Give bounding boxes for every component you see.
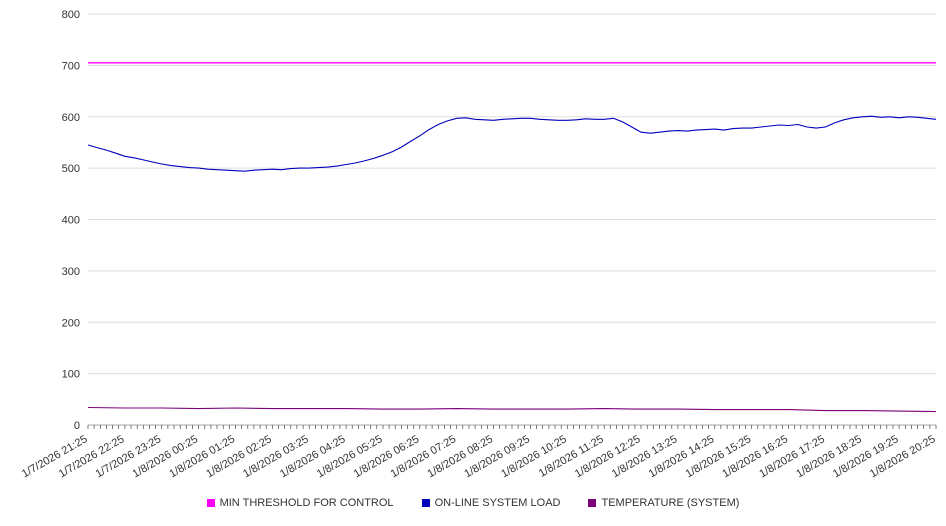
legend-label-system-load: ON-LINE SYSTEM LOAD	[434, 497, 561, 509]
y-axis-tick-label: 200	[62, 317, 80, 329]
y-axis-tick-label: 400	[62, 215, 80, 227]
y-axis-tick-label: 0	[74, 420, 80, 432]
legend-item-system-load: ON-LINE SYSTEM LOAD	[421, 497, 561, 509]
legend-label-temperature: TEMPERATURE (SYSTEM)	[601, 497, 740, 509]
temperature-swatch-icon	[588, 499, 597, 507]
chart-legend: MIN THRESHOLD FOR CONTROL ON-LINE SYSTEM…	[0, 497, 946, 509]
series-line	[87, 406, 937, 413]
x-axis-tick-label: 1/8/2026 20:25	[868, 433, 938, 480]
y-axis-tick-label: 600	[62, 112, 80, 124]
y-axis-tick-label: 800	[62, 9, 80, 21]
legend-label-min-threshold: MIN THRESHOLD FOR CONTROL	[219, 497, 394, 509]
min-threshold-swatch-icon	[206, 499, 215, 507]
y-axis-tick-label: 700	[62, 60, 80, 72]
system-load-swatch-icon	[421, 499, 430, 507]
y-axis-tick-label: 300	[62, 266, 80, 278]
legend-item-min-threshold: MIN THRESHOLD FOR CONTROL	[206, 497, 394, 509]
series-line	[87, 115, 937, 172]
y-axis-tick-label: 100	[62, 369, 80, 381]
legend-item-temperature: TEMPERATURE (SYSTEM)	[588, 497, 739, 509]
y-axis-tick-label: 500	[62, 163, 80, 175]
